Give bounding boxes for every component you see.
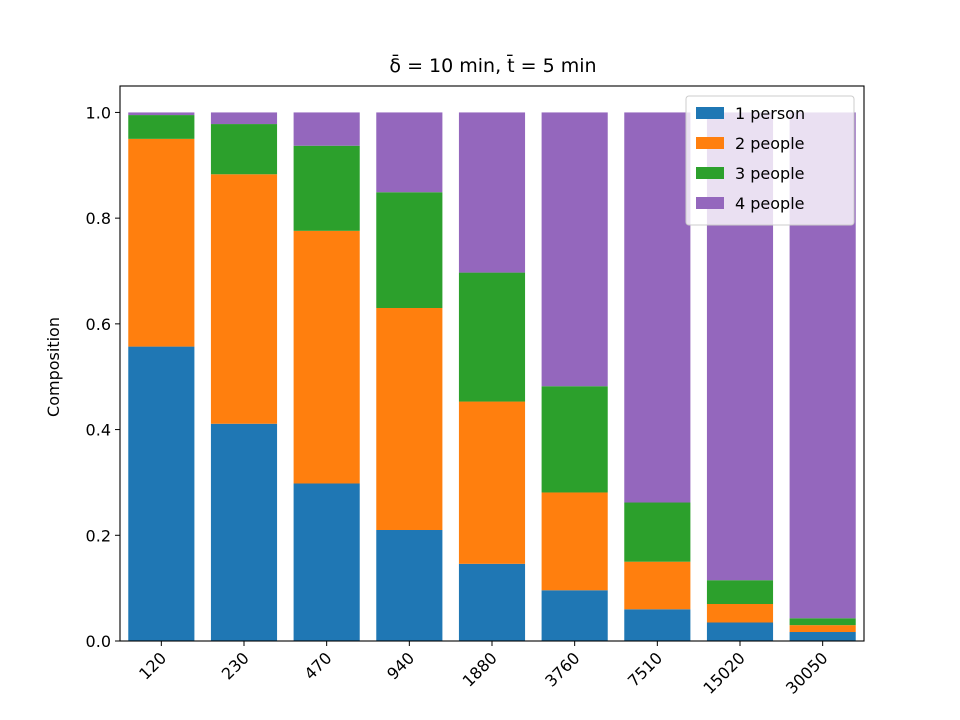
y-axis-label: Composition: [44, 317, 63, 417]
bar-3760-series-1: [541, 590, 608, 641]
legend-label: 2 people: [735, 134, 805, 153]
x-tick-label: 15020: [699, 648, 748, 697]
bar-120-series-1: [128, 346, 195, 641]
bar-7510-series-1: [624, 609, 691, 641]
legend-swatch: [696, 107, 724, 119]
legend-swatch: [696, 167, 724, 179]
bar-470-series-2: [293, 230, 360, 484]
x-tick-label: 3760: [541, 648, 583, 690]
bar-940-series-3: [376, 192, 443, 308]
legend-label: 1 person: [735, 104, 805, 123]
bar-120-series-3: [128, 115, 195, 139]
x-tick-label: 30050: [782, 648, 831, 697]
legend-box: [685, 95, 855, 226]
bar-470-series-4: [293, 112, 360, 146]
y-tick-label: 0.8: [86, 209, 111, 228]
bar-230-series-4: [210, 112, 278, 125]
x-tick-label: 230: [218, 648, 253, 683]
bar-3760-series-2: [541, 492, 608, 591]
y-tick-label: 1.0: [86, 103, 111, 122]
bar-470-series-3: [293, 145, 360, 231]
bar-3760-series-3: [541, 386, 608, 493]
bar-1880-series-1: [458, 563, 526, 641]
bar-30050-series-2: [789, 625, 856, 633]
bar-230-series-3: [210, 124, 278, 175]
legend-swatch: [696, 137, 724, 149]
bar-15020-series-2: [706, 604, 774, 623]
bar-3760-series-4: [541, 112, 608, 387]
x-tick-label: 1880: [459, 648, 501, 690]
x-tick-label: 7510: [624, 648, 666, 690]
y-tick-label: 0.2: [86, 526, 111, 545]
chart-title: δ̄ = 10 min, t̄ = 5 min: [389, 53, 596, 77]
bar-940-series-1: [376, 530, 443, 641]
bar-15020-series-3: [706, 580, 774, 604]
bar-230-series-1: [210, 423, 278, 641]
y-tick-label: 0.6: [86, 315, 111, 334]
bar-7510-series-4: [624, 112, 691, 503]
bar-120-series-4: [128, 112, 195, 116]
x-tick-label: 120: [135, 648, 170, 683]
legend: 1 person 2 people 3 people 4 people: [685, 95, 855, 226]
x-tick-label: 470: [300, 648, 335, 683]
bar-30050-series-1: [789, 632, 856, 641]
y-tick-label: 0.4: [86, 421, 111, 440]
bar-7510-series-2: [624, 561, 691, 610]
bar-1880-series-4: [458, 112, 526, 273]
bar-30050-series-3: [789, 618, 856, 626]
bar-15020-series-1: [706, 622, 774, 641]
bar-940-series-2: [376, 308, 443, 530]
legend-swatch: [696, 197, 724, 209]
bar-7510-series-3: [624, 502, 691, 562]
bar-120-series-2: [128, 138, 195, 347]
bar-1880-series-2: [458, 401, 526, 564]
y-tick-label: 0.0: [86, 632, 111, 651]
bar-470-series-1: [293, 483, 360, 641]
bar-940-series-4: [376, 112, 443, 193]
bar-1880-series-3: [458, 272, 526, 402]
legend-label: 3 people: [735, 164, 805, 183]
legend-label: 4 people: [735, 194, 805, 213]
x-tick-label: 940: [383, 648, 418, 683]
bar-230-series-2: [210, 174, 278, 424]
